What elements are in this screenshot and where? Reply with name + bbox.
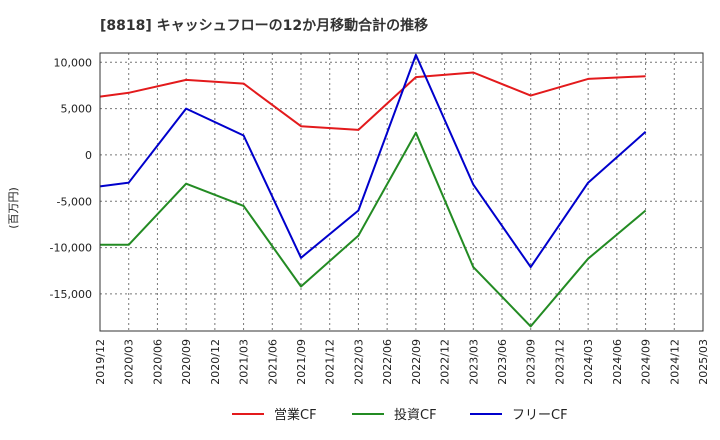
- legend-label-1: 営業CF: [274, 407, 317, 423]
- x-tick-label: 2022/09: [410, 339, 423, 385]
- x-tick-label: 2025/03: [697, 339, 710, 385]
- series-line-2: [100, 131, 647, 328]
- x-tick-label: 2024/06: [611, 339, 624, 385]
- grid-layer: [99, 53, 704, 331]
- x-tick-label: 2020/06: [151, 339, 164, 385]
- x-tick-label: 2023/09: [525, 339, 538, 385]
- x-tick-label: 2022/03: [352, 339, 365, 385]
- x-tick-label: 2021/03: [238, 339, 251, 385]
- legend: 営業CF 投資CF フリーCF: [232, 407, 568, 423]
- legend-label-2: 投資CF: [394, 407, 437, 423]
- x-tick-label: 2020/12: [209, 339, 222, 385]
- y-tick-label: -10,000: [50, 242, 92, 255]
- x-tick-label: 2021/09: [295, 339, 308, 385]
- y-tick-label: 5,000: [61, 103, 93, 116]
- legend-label-3: フリーCF: [512, 408, 568, 423]
- y-tick-label: 10,000: [54, 56, 93, 69]
- x-tick-label: 2024/09: [640, 339, 653, 385]
- x-tick-label: 2024/03: [582, 339, 595, 385]
- x-tick-label: 2022/12: [439, 339, 452, 385]
- x-tick-label: 2023/03: [467, 339, 480, 385]
- chart-title: [8818] キャッシュフローの12か月移動合計の推移: [100, 17, 428, 34]
- plot-frame: [99, 52, 704, 332]
- x-tick-label: 2024/12: [668, 339, 681, 385]
- series-line-1: [99, 71, 646, 131]
- y-axis-label: (百万円): [7, 187, 20, 229]
- x-tick-label: 2022/06: [381, 339, 394, 385]
- y-tick-label: -5,000: [57, 195, 92, 208]
- series-line-3: [99, 53, 647, 269]
- x-axis-ticks: 2019/12 2020/03 2020/06 2020/09 2020/12 2021/…: [94, 339, 710, 385]
- x-tick-label: 2021/06: [266, 339, 279, 385]
- x-tick-label: 2023/12: [553, 339, 566, 385]
- series-layer: [99, 53, 647, 328]
- y-axis-ticks: 10,000 5,000 0 -5,000 -10,000 -15,000: [50, 56, 92, 301]
- y-tick-label: -15,000: [50, 288, 92, 301]
- x-tick-label: 2019/12: [94, 339, 107, 385]
- x-tick-label: 2023/06: [496, 339, 509, 385]
- y-tick-label: 0: [85, 149, 92, 162]
- x-tick-label: 2020/09: [180, 339, 193, 385]
- x-tick-label: 2020/03: [123, 339, 136, 385]
- x-tick-label: 2021/12: [324, 339, 337, 385]
